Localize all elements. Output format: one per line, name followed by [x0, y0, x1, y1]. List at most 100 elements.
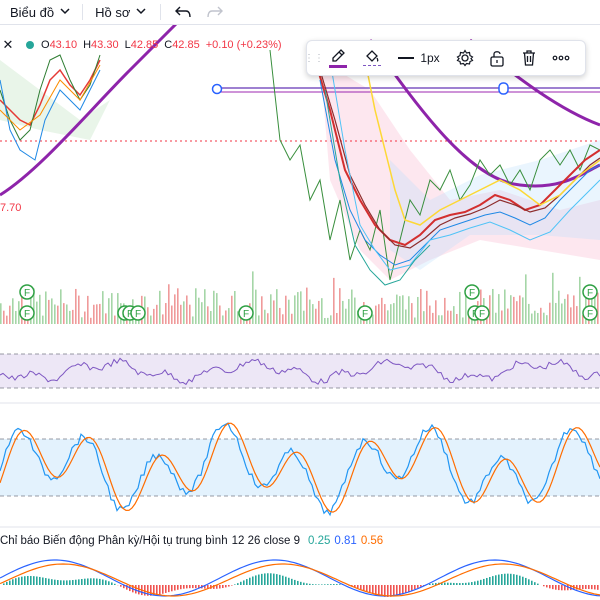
- macd-histogram-bar: [312, 584, 314, 585]
- macd-histogram-bar: [36, 576, 38, 585]
- volume-bar: [99, 303, 101, 324]
- chart-menu-button[interactable]: Biểu đồ: [0, 0, 76, 24]
- volume-bar: [204, 289, 206, 324]
- volume-bar: [51, 298, 53, 324]
- volume-bar: [552, 272, 554, 324]
- macd-histogram-bar: [459, 583, 461, 585]
- volume-bar: [186, 295, 188, 324]
- macd-histogram-bar: [330, 584, 332, 585]
- line-handle-left[interactable]: [211, 83, 223, 95]
- dividend-event-marker[interactable]: F: [357, 305, 373, 321]
- macd-histogram-bar: [402, 585, 404, 595]
- macd-histogram-bar: [69, 580, 71, 585]
- line-width-button[interactable]: 1px: [389, 41, 449, 75]
- svg-text:F: F: [135, 309, 141, 320]
- trash-icon: [523, 50, 535, 66]
- macd-histogram-bar: [489, 577, 491, 585]
- redo-button[interactable]: [201, 0, 229, 24]
- lock-button[interactable]: [481, 41, 513, 75]
- volume-bar: [519, 295, 521, 324]
- macd-histogram-bar: [264, 573, 266, 585]
- macd-histogram-bar: [243, 580, 245, 585]
- dividend-event-marker[interactable]: F: [582, 305, 598, 321]
- volume-bar: [390, 304, 392, 324]
- undo-icon: [175, 6, 192, 18]
- low-value: 42.85: [130, 39, 159, 51]
- drawing-toolbar: ⋮⋮ 1px: [304, 40, 586, 76]
- volume-bar: [183, 301, 185, 324]
- more-options-button[interactable]: [545, 41, 577, 75]
- macd-histogram-bar: [300, 581, 302, 585]
- macd-histogram-bar: [123, 585, 125, 589]
- drag-handle-icon[interactable]: ⋮⋮: [304, 52, 324, 64]
- macd-histogram-bar: [369, 585, 371, 593]
- macd-histogram-bar: [213, 585, 215, 589]
- volume-bar: [195, 288, 197, 324]
- dividend-event-marker[interactable]: F: [464, 284, 480, 300]
- fill-color-button[interactable]: [355, 41, 389, 75]
- macd-histogram-bar: [417, 585, 419, 588]
- volume-bar: [285, 295, 287, 324]
- macd-histogram-bar: [150, 585, 152, 596]
- volume-bar: [303, 310, 305, 324]
- volume-bar: [399, 296, 401, 324]
- volume-bar: [168, 284, 170, 324]
- settings-button[interactable]: [449, 41, 481, 75]
- line-color-button[interactable]: [321, 41, 355, 75]
- volume-bar: [42, 315, 44, 324]
- volume-bar: [405, 309, 407, 324]
- macd-params: 12 26 close 9: [231, 535, 301, 547]
- macd-histogram-bar: [21, 576, 23, 585]
- macd-histogram-bar: [354, 585, 356, 588]
- macd-signal-value: 0.56: [360, 535, 384, 547]
- volume-bar: [327, 317, 329, 324]
- macd-histogram-bar: [327, 584, 329, 585]
- volume-bar: [81, 317, 83, 324]
- volume-bar: [447, 310, 449, 324]
- macd-histogram-bar: [360, 585, 362, 590]
- volume-bar: [171, 305, 173, 324]
- volume-bar: [213, 290, 215, 324]
- high-value: 43.30: [91, 39, 119, 51]
- dividend-event-marker[interactable]: F: [582, 284, 598, 300]
- collapse-legend-icon[interactable]: ✕: [2, 37, 14, 52]
- volume-bar: [354, 297, 356, 324]
- delete-button[interactable]: [513, 41, 545, 75]
- volume-bar: [393, 303, 395, 324]
- volume-bar: [567, 294, 569, 324]
- event-markers[interactable]: FFFFFFFFFFFF: [19, 284, 598, 321]
- volume-bar: [243, 317, 245, 324]
- dividend-event-marker[interactable]: F: [474, 305, 490, 321]
- volume-bar: [453, 306, 455, 324]
- volume-bar: [420, 289, 422, 324]
- macd-histogram-bar: [357, 585, 359, 589]
- macd-histogram-bar: [516, 574, 518, 585]
- line-handle-middle[interactable]: [498, 82, 509, 95]
- undo-button[interactable]: [169, 0, 197, 24]
- macd-histogram-bar: [318, 584, 320, 585]
- macd-histogram-bar: [258, 574, 260, 585]
- dividend-event-marker[interactable]: F: [130, 305, 146, 321]
- macd-histogram-bar: [585, 585, 587, 590]
- volume-bar: [210, 311, 212, 324]
- macd-histogram-bar: [324, 584, 326, 585]
- macd-histogram-bar: [399, 585, 401, 596]
- volume-bar: [300, 291, 302, 324]
- volume-bar: [348, 299, 350, 324]
- macd-histogram-bar: [207, 585, 209, 589]
- volume-bar: [351, 289, 353, 324]
- volume-bar: [324, 317, 326, 324]
- dividend-event-marker[interactable]: F: [238, 305, 254, 321]
- macd-histogram-bar: [291, 578, 293, 585]
- profile-menu-button[interactable]: Hồ sơ: [83, 0, 152, 24]
- macd-histogram-bar: [435, 582, 437, 585]
- macd-histogram-bar: [222, 585, 224, 589]
- dividend-event-marker[interactable]: F: [19, 305, 35, 321]
- dividend-event-marker[interactable]: F: [19, 284, 35, 300]
- volume-bar: [414, 317, 416, 324]
- macd-line-value: 0.81: [334, 535, 357, 547]
- volume-bar: [156, 304, 158, 324]
- close-value: 42.85: [172, 39, 200, 51]
- macd-histogram-bar: [567, 585, 569, 591]
